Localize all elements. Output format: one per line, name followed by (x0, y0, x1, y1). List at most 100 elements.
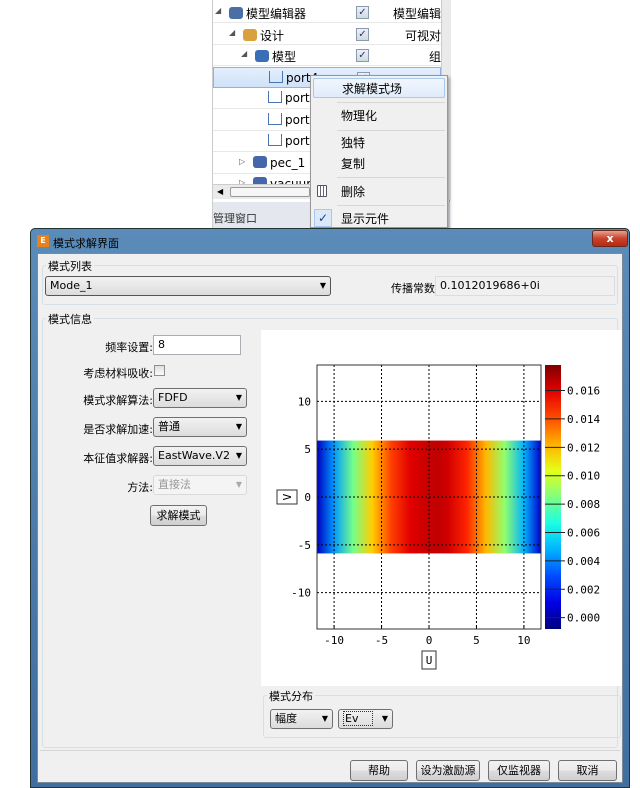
algo-select[interactable]: FDFD ▼ (153, 388, 247, 408)
close-button[interactable]: x (592, 230, 628, 247)
dist-component-select[interactable]: Ev ▼ (338, 709, 393, 729)
y-tick-label: -5 (298, 539, 311, 552)
algo-label: 模式求解算法: (83, 394, 153, 407)
accel-select[interactable]: 普通 ▼ (153, 417, 247, 437)
menu-item-solve-mode-field[interactable]: 求解模式场 (313, 78, 445, 98)
y-axis-label: V (281, 493, 294, 500)
menu-separator (337, 102, 445, 103)
y-tick-label: -10 (291, 587, 311, 600)
prop-const-label: 传播常数: (391, 282, 439, 295)
dist-type-select[interactable]: 幅度 ▼ (270, 709, 333, 729)
chevron-down-icon: ▼ (235, 480, 242, 489)
chevron-down-icon: ▼ (235, 393, 242, 402)
menu-item-delete[interactable]: 删除 (341, 185, 366, 199)
cancel-button[interactable]: 取消 (558, 760, 617, 781)
eigen-select[interactable]: EastWave.V2 ▼ (153, 446, 247, 466)
menu-item-unique[interactable]: 独特 (341, 136, 366, 150)
menu-separator (337, 130, 445, 131)
expand-icon[interactable]: ▷ (239, 178, 246, 187)
menu-item-show-component[interactable]: 显示元件 (341, 212, 390, 226)
x-tick-label: 5 (473, 634, 480, 647)
tree-row-label: 设计 (260, 28, 285, 43)
menu-separator (337, 205, 445, 206)
chevron-down-icon: ▼ (235, 422, 242, 431)
mode-select[interactable]: Mode_1 ▼ (45, 276, 331, 296)
monitor-only-button[interactable]: 仅监视器 (488, 760, 550, 781)
tree-row-type: 模型编辑 (392, 7, 441, 21)
mode-field-heatmap: -10 -5 0 5 10 -10 -5 0 5 10 V U 0.000 0.002 0.004 0.006… (276, 364, 600, 670)
material-icon (253, 155, 267, 168)
colorbar-tick-label: 0.010 (567, 470, 600, 483)
x-tick-label: -10 (324, 634, 344, 647)
colorbar-tick-label: 0.012 (567, 441, 600, 454)
absorb-checkbox[interactable] (154, 365, 165, 376)
mode-select-value: Mode_1 (50, 279, 93, 292)
menu-item-physicalize[interactable]: 物理化 (341, 109, 378, 123)
help-button[interactable]: 帮助 (350, 760, 408, 781)
chevron-down-icon: ▼ (319, 281, 326, 290)
eigen-label: 本征值求解器: (83, 452, 153, 465)
visibility-checkbox[interactable]: ✓ (356, 49, 369, 62)
tree-row-label: 模型编辑器 (246, 7, 307, 21)
tree-row-label: port1 (285, 134, 318, 148)
scroll-left-icon[interactable]: ◀ (217, 187, 224, 196)
chevron-down-icon: ▼ (381, 714, 388, 723)
collapse-icon[interactable]: ◢ (229, 27, 236, 37)
x-tick-label: 0 (426, 634, 433, 647)
colorbar-tick-label: 0.008 (567, 498, 600, 511)
algo-select-value: FDFD (158, 391, 188, 404)
expand-icon[interactable]: ▷ (239, 156, 246, 166)
freq-label: 频率设置: (105, 341, 153, 354)
model-editor-icon (229, 7, 243, 19)
title-bar[interactable]: E 模式求解界面 x (31, 229, 629, 253)
trash-icon (317, 185, 327, 197)
mode-list-group-label: 模式列表 (46, 258, 94, 274)
collapse-icon[interactable]: ◢ (215, 6, 222, 15)
tree-row-type: 可视对 (404, 28, 441, 43)
solve-mode-button[interactable]: 求解模式 (150, 505, 207, 526)
plot-frame (316, 364, 542, 630)
mode-list-group (42, 265, 618, 305)
tree-row-label: port2 (285, 112, 318, 127)
plot-panel: -10 -5 0 5 10 -10 -5 0 5 10 V U 0.000 0.002 0.004 0.006… (261, 330, 622, 686)
colorbar-tick-label: 0.000 (567, 612, 600, 625)
context-menu: 求解模式场 物理化 独特 复制 删除 ✓ 显示元件 (310, 75, 448, 228)
y-label-box (276, 489, 298, 505)
mode-solver-dialog: E 模式求解界面 x 模式列表 Mode_1 ▼ 传播常数: 0.10120196… (30, 228, 630, 788)
colorbar-tick-label: 0.006 (567, 526, 600, 539)
x-label-box (421, 650, 437, 670)
pencil-icon (243, 28, 257, 41)
scrollbar-thumb[interactable] (230, 187, 310, 197)
dist-component-value: Ev (343, 711, 374, 726)
chevron-down-icon: ▼ (235, 451, 242, 460)
method-select-disabled: 直接法 ▼ (153, 475, 247, 495)
tree-row[interactable]: ◢ 设计 ✓ 可视对 (213, 24, 441, 45)
accel-select-value: 普通 (158, 420, 180, 433)
x-tick-label: -5 (375, 634, 388, 647)
visibility-checkbox[interactable]: ✓ (356, 27, 369, 41)
prop-const-field[interactable]: 0.1012019686+0i (435, 276, 615, 296)
visibility-checkbox[interactable]: ✓ (356, 6, 369, 19)
cube-icon (255, 50, 269, 62)
absorb-label: 考虑材料吸收: (83, 367, 153, 380)
colorbar-tick-label: 0.014 (567, 413, 600, 426)
mode-distribution-group (263, 695, 621, 738)
port-icon (269, 70, 283, 83)
y-tick-label: 10 (298, 395, 311, 408)
menu-item-copy[interactable]: 复制 (341, 157, 366, 171)
freq-input[interactable]: 8 (153, 335, 241, 355)
port-icon (268, 134, 282, 146)
dist-type-value: 幅度 (275, 712, 297, 725)
x-tick-label: 10 (517, 634, 530, 647)
x-axis-label: U (426, 654, 433, 667)
set-source-button[interactable]: 设为激励源 (416, 760, 480, 781)
colorbar-tick-label: 0.016 (567, 385, 600, 398)
collapse-icon[interactable]: ◢ (241, 49, 248, 58)
mode-distribution-label: 模式分布 (267, 688, 315, 704)
app-icon: E (37, 235, 49, 247)
tree-row[interactable]: ◢ 模型编辑器 ✓ 模型编辑 (213, 2, 441, 23)
tree-row[interactable]: ◢ 模型 ✓ 组 (213, 45, 441, 66)
method-label: 方法: (127, 481, 153, 494)
dialog-body: 模式列表 Mode_1 ▼ 传播常数: 0.1012019686+0i 模式信息 … (37, 253, 623, 783)
port-icon (268, 112, 282, 125)
